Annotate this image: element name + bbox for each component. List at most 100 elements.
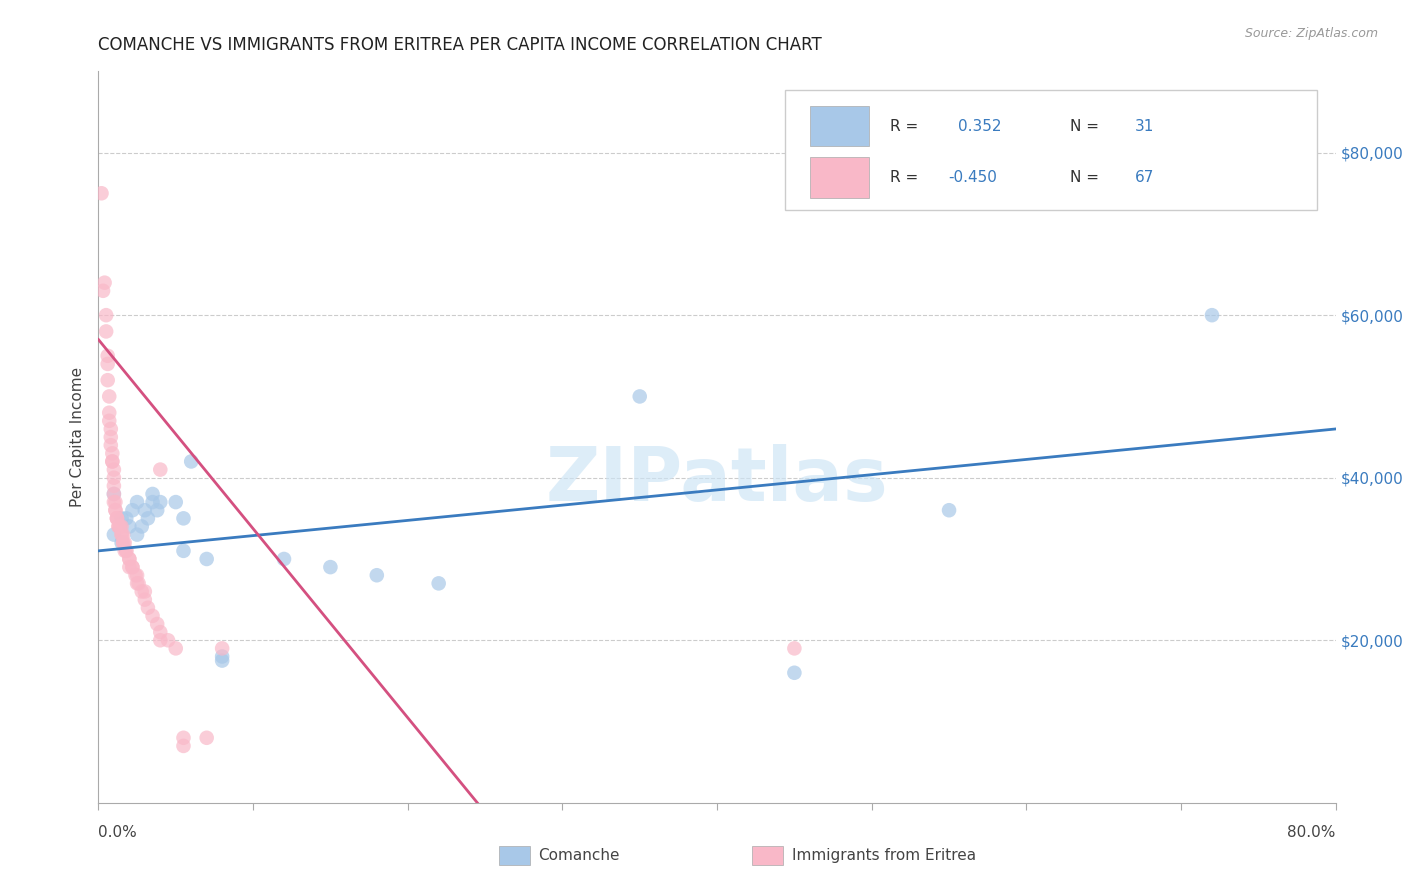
Point [173, 511, 195, 525]
Text: 67: 67 [1135, 169, 1154, 185]
Point [111, 527, 134, 541]
Point [173, 739, 195, 753]
Point [100, 422, 122, 436]
Point [134, 592, 156, 607]
Point [938, 503, 960, 517]
Point [98, 389, 121, 403]
Point [180, 454, 202, 468]
Point [121, 560, 143, 574]
Point [136, 511, 159, 525]
Point [173, 544, 195, 558]
Text: COMANCHE VS IMMIGRANTS FROM ERITREA PER CAPITA INCOME CORRELATION CHART: COMANCHE VS IMMIGRANTS FROM ERITREA PER … [98, 36, 823, 54]
Point [366, 568, 388, 582]
Point [127, 576, 149, 591]
Text: 31: 31 [1135, 119, 1154, 134]
Point [134, 503, 156, 517]
Text: N =: N = [1070, 169, 1098, 185]
FancyBboxPatch shape [785, 90, 1317, 211]
Point [111, 519, 134, 533]
Point [97, 373, 120, 387]
Point [127, 495, 149, 509]
Point [108, 519, 131, 533]
Point [131, 584, 153, 599]
Point [195, 552, 218, 566]
Point [149, 462, 172, 476]
Point [136, 600, 159, 615]
Text: -0.450: -0.450 [949, 169, 997, 185]
Point [127, 568, 149, 582]
Point [103, 462, 125, 476]
Point [91, 284, 114, 298]
Point [118, 519, 141, 533]
Point [115, 544, 138, 558]
Point [104, 495, 127, 509]
Point [149, 625, 172, 640]
Point [118, 552, 141, 566]
Point [146, 617, 169, 632]
Point [114, 544, 136, 558]
Point [98, 414, 121, 428]
Text: N =: N = [1070, 119, 1098, 134]
Point [124, 568, 146, 582]
Point [103, 471, 125, 485]
Point [195, 731, 218, 745]
Point [173, 731, 195, 745]
Point [121, 560, 143, 574]
Point [101, 446, 124, 460]
Point [211, 649, 233, 664]
Text: Comanche: Comanche [538, 848, 620, 863]
Point [90, 186, 112, 201]
Text: 0.352: 0.352 [959, 119, 1002, 134]
Point [319, 560, 342, 574]
Point [165, 641, 187, 656]
Point [142, 608, 165, 623]
Point [211, 641, 233, 656]
Point [105, 511, 128, 525]
Point [115, 511, 138, 525]
Point [101, 454, 124, 468]
Point [103, 479, 125, 493]
Bar [810, 157, 869, 197]
Point [783, 641, 806, 656]
Point [105, 511, 128, 525]
Point [427, 576, 450, 591]
Point [104, 503, 127, 517]
Point [628, 389, 651, 403]
Point [121, 503, 143, 517]
Text: Source: ZipAtlas.com: Source: ZipAtlas.com [1244, 27, 1378, 40]
Point [112, 535, 135, 549]
Point [104, 503, 127, 517]
Point [118, 560, 141, 574]
Point [134, 584, 156, 599]
Point [111, 535, 134, 549]
Point [111, 527, 134, 541]
Point [107, 519, 129, 533]
Point [100, 438, 122, 452]
Point [112, 535, 135, 549]
Point [1201, 308, 1223, 322]
Point [114, 535, 136, 549]
Point [111, 511, 134, 525]
Point [142, 495, 165, 509]
Point [103, 487, 125, 501]
Text: 0.0%: 0.0% [98, 825, 138, 840]
Point [96, 325, 118, 339]
Point [98, 406, 121, 420]
Point [149, 495, 172, 509]
Point [211, 654, 233, 668]
Point [100, 430, 122, 444]
Point [131, 519, 153, 533]
Text: R =: R = [890, 119, 918, 134]
Point [97, 349, 120, 363]
Point [103, 495, 125, 509]
Point [783, 665, 806, 680]
Point [149, 633, 172, 648]
Text: R =: R = [890, 169, 918, 185]
Point [103, 487, 125, 501]
Point [96, 308, 118, 322]
Point [93, 276, 115, 290]
Y-axis label: Per Capita Income: Per Capita Income [70, 367, 86, 508]
Point [97, 357, 120, 371]
Point [103, 527, 125, 541]
Point [128, 576, 150, 591]
